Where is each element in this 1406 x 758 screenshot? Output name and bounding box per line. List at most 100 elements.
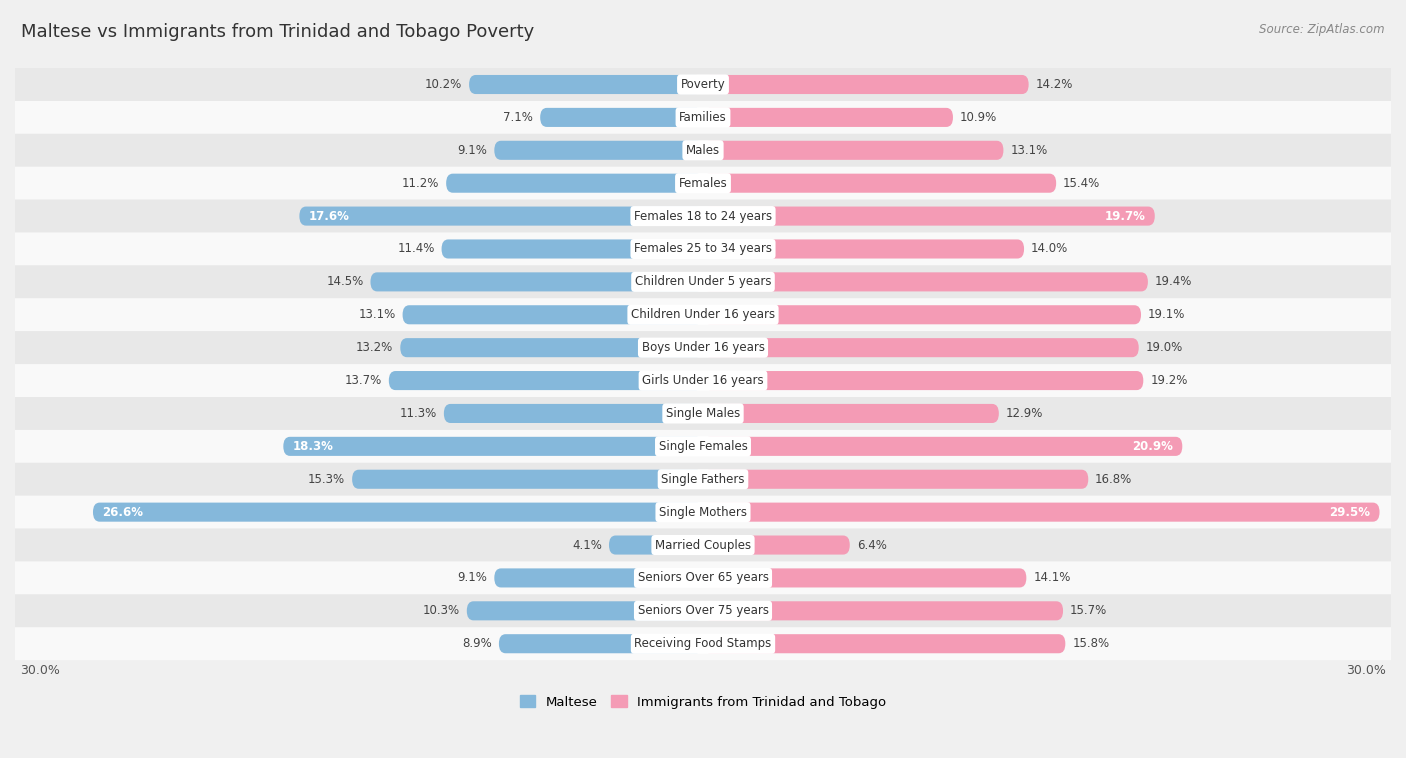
FancyBboxPatch shape	[467, 601, 703, 620]
Text: Receiving Food Stamps: Receiving Food Stamps	[634, 637, 772, 650]
Text: Girls Under 16 years: Girls Under 16 years	[643, 374, 763, 387]
Text: 10.3%: 10.3%	[423, 604, 460, 617]
FancyBboxPatch shape	[703, 338, 1139, 357]
Text: 11.2%: 11.2%	[402, 177, 439, 190]
FancyBboxPatch shape	[499, 634, 703, 653]
Text: 14.0%: 14.0%	[1031, 243, 1069, 255]
FancyBboxPatch shape	[93, 503, 703, 522]
Text: 14.2%: 14.2%	[1036, 78, 1073, 91]
FancyBboxPatch shape	[15, 331, 1391, 364]
FancyBboxPatch shape	[703, 206, 1154, 226]
FancyBboxPatch shape	[703, 404, 998, 423]
FancyBboxPatch shape	[15, 430, 1391, 463]
FancyBboxPatch shape	[703, 75, 1029, 94]
Text: 8.9%: 8.9%	[463, 637, 492, 650]
Text: 18.3%: 18.3%	[292, 440, 333, 453]
FancyBboxPatch shape	[15, 496, 1391, 528]
Text: Single Females: Single Females	[658, 440, 748, 453]
Text: 9.1%: 9.1%	[457, 572, 488, 584]
Text: 19.4%: 19.4%	[1154, 275, 1192, 288]
FancyBboxPatch shape	[703, 503, 1379, 522]
Text: 13.2%: 13.2%	[356, 341, 394, 354]
FancyBboxPatch shape	[703, 141, 1004, 160]
FancyBboxPatch shape	[703, 371, 1143, 390]
FancyBboxPatch shape	[703, 174, 1056, 193]
Text: Single Mothers: Single Mothers	[659, 506, 747, 518]
Text: 9.1%: 9.1%	[457, 144, 488, 157]
FancyBboxPatch shape	[389, 371, 703, 390]
FancyBboxPatch shape	[15, 68, 1391, 101]
FancyBboxPatch shape	[15, 463, 1391, 496]
FancyBboxPatch shape	[15, 233, 1391, 265]
Text: Seniors Over 65 years: Seniors Over 65 years	[637, 572, 769, 584]
Text: 13.1%: 13.1%	[1011, 144, 1047, 157]
FancyBboxPatch shape	[15, 628, 1391, 660]
FancyBboxPatch shape	[401, 338, 703, 357]
FancyBboxPatch shape	[703, 568, 1026, 587]
Text: Single Males: Single Males	[666, 407, 740, 420]
FancyBboxPatch shape	[15, 199, 1391, 233]
Text: 13.1%: 13.1%	[359, 309, 395, 321]
FancyBboxPatch shape	[609, 535, 703, 555]
Text: Children Under 16 years: Children Under 16 years	[631, 309, 775, 321]
Text: 14.1%: 14.1%	[1033, 572, 1070, 584]
FancyBboxPatch shape	[15, 134, 1391, 167]
Text: Seniors Over 75 years: Seniors Over 75 years	[637, 604, 769, 617]
Text: 15.3%: 15.3%	[308, 473, 346, 486]
Text: 19.2%: 19.2%	[1150, 374, 1188, 387]
Text: 26.6%: 26.6%	[103, 506, 143, 518]
FancyBboxPatch shape	[444, 404, 703, 423]
FancyBboxPatch shape	[703, 601, 1063, 620]
Legend: Maltese, Immigrants from Trinidad and Tobago: Maltese, Immigrants from Trinidad and To…	[515, 690, 891, 714]
Text: 13.7%: 13.7%	[344, 374, 382, 387]
FancyBboxPatch shape	[15, 101, 1391, 134]
Text: Maltese vs Immigrants from Trinidad and Tobago Poverty: Maltese vs Immigrants from Trinidad and …	[21, 23, 534, 41]
Text: 11.3%: 11.3%	[399, 407, 437, 420]
FancyBboxPatch shape	[15, 528, 1391, 562]
FancyBboxPatch shape	[495, 141, 703, 160]
FancyBboxPatch shape	[299, 206, 703, 226]
FancyBboxPatch shape	[284, 437, 703, 456]
Text: 7.1%: 7.1%	[503, 111, 533, 124]
FancyBboxPatch shape	[703, 305, 1142, 324]
FancyBboxPatch shape	[703, 240, 1024, 258]
FancyBboxPatch shape	[703, 535, 849, 555]
Text: 15.4%: 15.4%	[1063, 177, 1101, 190]
FancyBboxPatch shape	[703, 108, 953, 127]
Text: Males: Males	[686, 144, 720, 157]
FancyBboxPatch shape	[15, 299, 1391, 331]
Text: 15.8%: 15.8%	[1073, 637, 1109, 650]
FancyBboxPatch shape	[15, 265, 1391, 299]
FancyBboxPatch shape	[15, 364, 1391, 397]
FancyBboxPatch shape	[540, 108, 703, 127]
Text: Females: Females	[679, 177, 727, 190]
FancyBboxPatch shape	[15, 594, 1391, 628]
Text: 6.4%: 6.4%	[856, 538, 887, 552]
FancyBboxPatch shape	[402, 305, 703, 324]
Text: 30.0%: 30.0%	[20, 664, 59, 677]
FancyBboxPatch shape	[15, 397, 1391, 430]
FancyBboxPatch shape	[15, 167, 1391, 199]
FancyBboxPatch shape	[441, 240, 703, 258]
Text: 19.1%: 19.1%	[1147, 309, 1185, 321]
Text: Single Fathers: Single Fathers	[661, 473, 745, 486]
Text: 20.9%: 20.9%	[1132, 440, 1173, 453]
FancyBboxPatch shape	[703, 272, 1147, 291]
Text: 19.0%: 19.0%	[1146, 341, 1182, 354]
FancyBboxPatch shape	[446, 174, 703, 193]
FancyBboxPatch shape	[703, 470, 1088, 489]
Text: Source: ZipAtlas.com: Source: ZipAtlas.com	[1260, 23, 1385, 36]
FancyBboxPatch shape	[370, 272, 703, 291]
Text: 29.5%: 29.5%	[1329, 506, 1371, 518]
Text: Poverty: Poverty	[681, 78, 725, 91]
Text: 10.2%: 10.2%	[425, 78, 463, 91]
FancyBboxPatch shape	[15, 562, 1391, 594]
FancyBboxPatch shape	[352, 470, 703, 489]
Text: 30.0%: 30.0%	[1347, 664, 1386, 677]
Text: Females 25 to 34 years: Females 25 to 34 years	[634, 243, 772, 255]
Text: 10.9%: 10.9%	[960, 111, 997, 124]
Text: 12.9%: 12.9%	[1005, 407, 1043, 420]
Text: 15.7%: 15.7%	[1070, 604, 1107, 617]
Text: 4.1%: 4.1%	[572, 538, 602, 552]
FancyBboxPatch shape	[703, 437, 1182, 456]
